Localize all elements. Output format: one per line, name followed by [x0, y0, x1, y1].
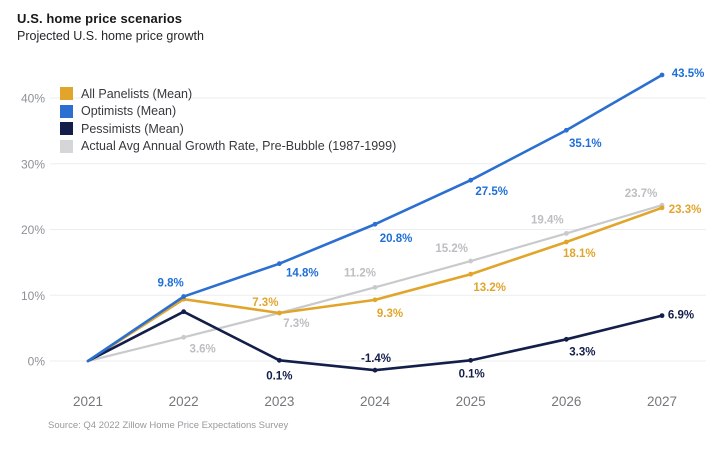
data-label-optimists-mean-2026: 35.1%	[569, 138, 602, 150]
y-axis-tick-label: 0%	[28, 355, 46, 369]
data-label-actual-avg-annual-growth-rate-pre-bubble-1987-1999-2026: 19.4%	[531, 214, 564, 226]
data-point	[372, 284, 378, 290]
data-label-all-panelists-mean-2024: 9.3%	[377, 308, 403, 320]
data-label-pessimists-mean-2026: 3.3%	[569, 346, 595, 358]
legend-item-actual-avg-annual-growth-rate-pre-bubble-1987-1999: Actual Avg Annual Growth Rate, Pre-Bubbl…	[60, 139, 397, 153]
legend-swatch	[60, 87, 73, 100]
data-label-pessimists-mean-2023: 0.1%	[266, 370, 292, 382]
data-point	[181, 309, 187, 315]
data-label-optimists-mean-2027: 43.5%	[672, 68, 705, 80]
data-point	[372, 221, 378, 227]
data-label-all-panelists-mean-2026: 18.1%	[563, 248, 596, 260]
x-axis-tick-label: 2021	[73, 394, 103, 409]
chart-subtitle: Projected U.S. home price growth	[17, 29, 204, 43]
legend-item-all-panelists-mean: All Panelists (Mean)	[60, 86, 396, 101]
data-point	[468, 357, 474, 363]
data-label-optimists-mean-2023: 14.8%	[286, 268, 319, 280]
x-axis-tick-label: 2025	[456, 394, 486, 409]
data-point	[659, 313, 665, 319]
legend-label: Actual Avg Annual Growth Rate, Pre-Bubbl…	[81, 139, 397, 153]
data-point	[468, 271, 474, 277]
y-axis-tick-label: 40%	[21, 92, 45, 106]
data-label-optimists-mean-2024: 20.8%	[380, 233, 413, 245]
data-point	[563, 231, 569, 236]
legend-label: Optimists (Mean)	[81, 104, 177, 118]
data-label-all-panelists-mean-2025: 13.2%	[473, 282, 506, 294]
data-point	[372, 367, 378, 373]
x-axis-tick-label: 2026	[551, 394, 581, 409]
data-label-all-panelists-mean-2023: 7.3%	[252, 297, 278, 309]
legend-item-optimists-mean: Optimists (Mean)	[60, 104, 396, 118]
data-label-all-panelists-mean-2027: 23.3%	[669, 204, 702, 216]
data-label-optimists-mean-2022: 9.8%	[158, 278, 184, 290]
data-label-pessimists-mean-2027: 6.9%	[668, 310, 694, 322]
data-label-actual-avg-annual-growth-rate-pre-bubble-1987-1999-2025: 15.2%	[435, 243, 468, 255]
data-label-pessimists-mean-2024: -1.4%	[361, 353, 391, 365]
data-point	[372, 297, 378, 303]
x-axis-tick-label: 2027	[647, 394, 677, 409]
legend: All Panelists (Mean) Optimists (Mean) Pess…	[60, 87, 396, 153]
data-point	[181, 294, 187, 299]
chart-header: U.S. home price scenarios Projected U.S.…	[17, 11, 204, 43]
data-point	[181, 334, 187, 340]
legend-swatch	[60, 139, 73, 153]
data-point	[659, 205, 665, 211]
data-point	[276, 310, 282, 316]
legend-label: All Panelists (Mean)	[81, 86, 193, 101]
data-label-actual-avg-annual-growth-rate-pre-bubble-1987-1999-2024: 11.2%	[344, 267, 376, 279]
x-axis-tick-label: 2022	[169, 394, 199, 409]
data-point	[468, 177, 474, 183]
data-label-actual-avg-annual-growth-rate-pre-bubble-1987-1999-2022: 3.6%	[190, 343, 216, 355]
y-axis-tick-label: 20%	[21, 223, 45, 237]
data-point	[563, 127, 569, 133]
data-point	[276, 357, 282, 363]
data-label-pessimists-mean-2025: 0.1%	[459, 368, 485, 380]
legend-label: Pessimists (Mean)	[81, 121, 184, 136]
x-axis-tick-label: 2024	[360, 394, 391, 409]
data-label-actual-avg-annual-growth-rate-pre-bubble-1987-1999-2027: 23.7%	[625, 188, 658, 200]
data-point	[659, 72, 665, 78]
data-point	[468, 258, 474, 264]
x-axis-tick-label: 2023	[264, 394, 294, 409]
legend-item-pessimists-mean: Pessimists (Mean)	[60, 121, 396, 136]
legend-swatch	[60, 104, 73, 118]
source-note: Source: Q4 2022 Zillow Home Price Expect…	[48, 420, 289, 431]
data-point	[563, 336, 569, 342]
data-label-actual-avg-annual-growth-rate-pre-bubble-1987-1999-2023: 7.3%	[283, 318, 309, 330]
data-point	[563, 239, 569, 245]
data-point	[276, 261, 282, 267]
legend-swatch	[60, 122, 73, 135]
chart-title: U.S. home price scenarios	[17, 11, 183, 26]
data-label-optimists-mean-2025: 27.5%	[475, 186, 508, 198]
y-axis-tick-label: 30%	[21, 157, 45, 171]
y-axis-tick-label: 10%	[21, 289, 45, 303]
